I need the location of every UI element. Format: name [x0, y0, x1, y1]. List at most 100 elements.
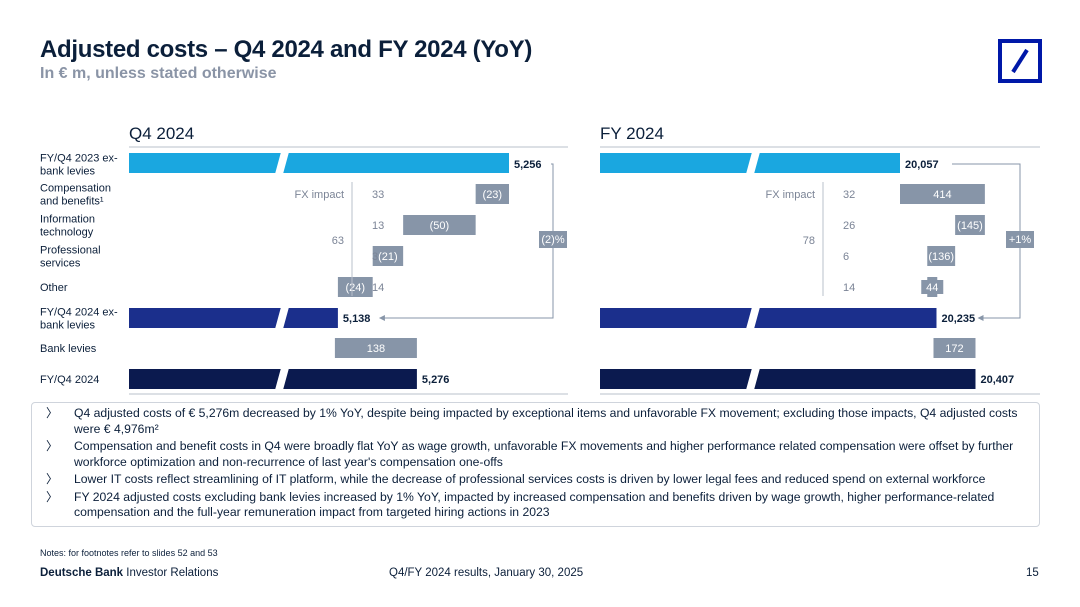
- fx-impact-label: FX impact: [294, 189, 344, 201]
- commentary-text: Q4 adjusted costs of € 5,276m decreased …: [74, 406, 1018, 436]
- bar-subtotal: [129, 307, 338, 329]
- bar-step: [900, 184, 985, 204]
- value-label-subtotal: 5,138: [343, 313, 371, 325]
- fx-impact-value: 26: [843, 220, 855, 232]
- bar-total-rect: [600, 369, 976, 389]
- bar-bank-levies: [334, 338, 417, 358]
- row-label: Bank levies: [40, 343, 97, 355]
- commentary-box: 〉 Q4 adjusted costs of € 5,276m decreased…: [31, 402, 1040, 527]
- value-label-bank-levies: 138: [367, 343, 385, 355]
- commentary-bullet: 〉 Q4 adjusted costs of € 5,276m decreased…: [46, 406, 1029, 437]
- bar-start: [129, 152, 509, 174]
- row-label: Other: [40, 282, 68, 294]
- waterfall-charts: FY/Q4 2023 ex-bank levies Compensationand…: [40, 124, 1040, 395]
- chevron-right-icon: 〉: [46, 406, 59, 420]
- bar-subtotal-rect: [129, 308, 338, 328]
- value-label-step: 44: [926, 282, 938, 294]
- axis-break: [275, 152, 289, 174]
- commentary-text: FY 2024 adjusted costs excluding bank le…: [74, 489, 995, 520]
- bar-step: [927, 246, 956, 266]
- commentary-list: 〉 Q4 adjusted costs of € 5,276m decreased…: [46, 406, 1029, 521]
- value-label-subtotal: 20,235: [941, 313, 975, 325]
- value-label-step: (50): [430, 220, 450, 232]
- yoy-arrow-icon: [977, 315, 984, 321]
- row-label: FY/Q4 2024: [40, 374, 99, 386]
- bar-bank-levies: [933, 338, 976, 358]
- bar-step: [955, 215, 985, 235]
- chevron-right-icon: 〉: [46, 439, 59, 453]
- bar-subtotal: [600, 307, 937, 329]
- row-label: Compensation: [40, 183, 111, 195]
- value-label-step: (136): [928, 251, 954, 263]
- chevron-right-icon: 〉: [46, 489, 59, 504]
- page-number: 15: [1026, 567, 1039, 579]
- chevron-right-icon: 〉: [46, 472, 59, 486]
- axis-break: [275, 307, 289, 329]
- yoy-change-label: (2)%: [541, 234, 564, 246]
- yoy-badge: [1006, 231, 1034, 248]
- footnote-reference: Notes: for footnotes refer to slides 52 …: [40, 548, 218, 558]
- yoy-arrow-icon: [378, 315, 385, 321]
- fx-impact-value: 33: [372, 189, 384, 201]
- chart-title: Q4 2024: [129, 124, 194, 143]
- value-label-step: (145): [957, 220, 983, 232]
- bar-start-rect: [129, 153, 509, 173]
- value-label-step: 414: [933, 189, 951, 201]
- footer-brand: Deutsche Bank Investor Relations: [40, 567, 218, 579]
- axis-break: [746, 307, 760, 329]
- bar-step: [337, 277, 373, 297]
- commentary-text: Lower IT costs reflect streamlining of I…: [74, 472, 986, 486]
- bar-start: [600, 152, 900, 174]
- value-label-start: 5,256: [514, 159, 542, 171]
- axis-break: [275, 368, 289, 390]
- value-label-total: 5,276: [422, 374, 450, 386]
- bar-total-rect: [129, 369, 417, 389]
- value-label-start: 20,057: [905, 159, 939, 171]
- fx-impact-value: 32: [843, 189, 855, 201]
- bar-step: [403, 215, 476, 235]
- fx-impact-label: FX impact: [765, 189, 815, 201]
- commentary-bullet: 〉 Lower IT costs reflect streamlining of …: [46, 472, 1029, 488]
- commentary-text: Compensation and benefit costs in Q4 wer…: [74, 439, 1014, 469]
- row-label: bank levies: [40, 166, 96, 178]
- deutsche-bank-logo: [998, 39, 1042, 83]
- row-label: FY/Q4 2024 ex-: [40, 307, 118, 319]
- fx-impact-total: 78: [803, 235, 815, 247]
- row-label: and benefits¹: [40, 196, 104, 208]
- row-label: Information: [40, 214, 95, 226]
- fx-impact-value: 13: [372, 220, 384, 232]
- fx-impact-value: 14: [372, 282, 384, 294]
- commentary-bullet: 〉 Compensation and benefit costs in Q4 we…: [46, 439, 1029, 470]
- value-label-step: (21): [378, 251, 398, 263]
- value-label-bank-levies: 172: [945, 343, 963, 355]
- yoy-bracket: [382, 163, 554, 319]
- bar-subtotal-rect: [600, 308, 937, 328]
- value-label-bg: [921, 280, 944, 294]
- row-label: services: [40, 258, 81, 270]
- bar-total: [600, 368, 976, 390]
- yoy-change-label: +1%: [1009, 234, 1032, 246]
- footer-brand-bold: Deutsche Bank: [40, 567, 124, 579]
- bar-step: [475, 184, 509, 204]
- axis-break: [746, 368, 760, 390]
- page-subtitle: In € m, unless stated otherwise: [40, 65, 277, 82]
- chart-title: FY 2024: [600, 124, 664, 143]
- value-label-total: 20,407: [980, 374, 1014, 386]
- row-label: Professional: [40, 245, 101, 257]
- commentary-bullet: 〉 FY 2024 adjusted costs excluding bank l…: [46, 490, 1029, 521]
- value-label-step: (24): [346, 282, 366, 294]
- bar-step: [372, 246, 404, 266]
- fx-impact-total: 63: [332, 235, 344, 247]
- value-label-step: (23): [483, 189, 503, 201]
- row-label: technology: [40, 227, 94, 239]
- fx-impact-value: 6: [843, 251, 849, 263]
- footer-presentation-date: Q4/FY 2024 results, January 30, 2025: [389, 567, 584, 579]
- row-label: bank levies: [40, 320, 96, 332]
- fx-impact-value: 14: [843, 282, 855, 294]
- yoy-badge: [539, 231, 567, 248]
- axis-break: [746, 152, 760, 174]
- footer-brand-rest: Investor Relations: [123, 567, 219, 579]
- logo-slash-icon: [1011, 48, 1029, 74]
- page-title: Adjusted costs – Q4 2024 and FY 2024 (Yo…: [40, 36, 533, 63]
- row-label: FY/Q4 2023 ex-: [40, 153, 118, 165]
